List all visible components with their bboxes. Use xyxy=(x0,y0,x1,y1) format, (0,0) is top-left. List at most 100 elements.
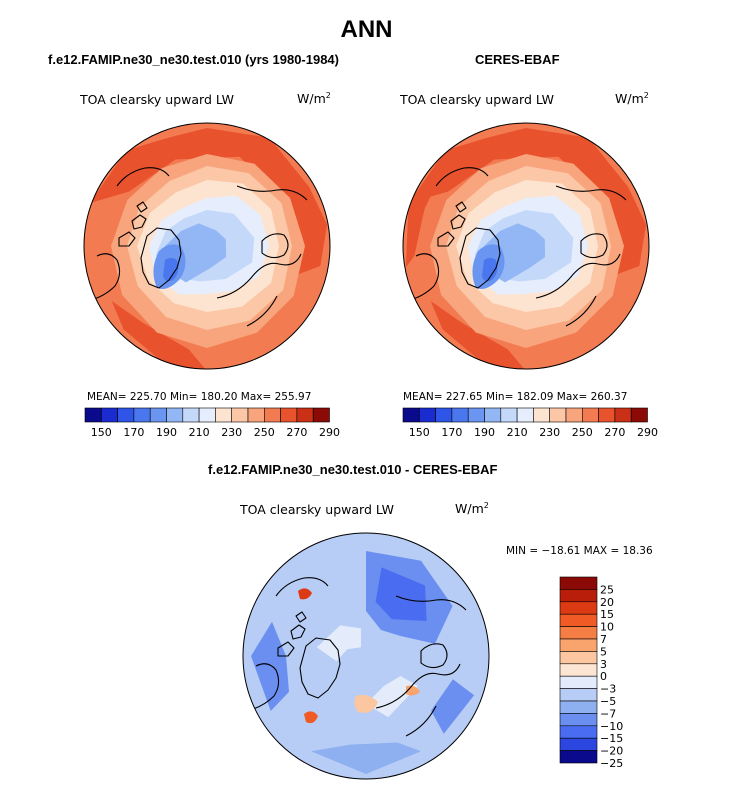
colorbar-box xyxy=(549,407,567,423)
colorbar-box xyxy=(500,407,518,423)
colorbar-box xyxy=(467,407,485,423)
colorbar-tick-label: 290 xyxy=(637,426,658,439)
field-contour xyxy=(405,155,451,268)
colorbar-tick-label: 210 xyxy=(189,426,210,439)
panel-2-case-title: CERES-EBAF xyxy=(475,52,560,67)
colorbar-box xyxy=(559,638,598,652)
coastline-scandinavia xyxy=(405,705,437,737)
colorbar-tick-label: −10 xyxy=(600,720,623,733)
coastline-scandinavia xyxy=(565,295,597,327)
coastline-greenland xyxy=(459,227,501,289)
colorbar-box xyxy=(198,407,216,423)
colorbar-box xyxy=(516,407,534,423)
colorbar-tick-label: 150 xyxy=(409,426,430,439)
panel-1-units: W/m2 xyxy=(297,91,331,107)
colorbar-box xyxy=(559,651,598,665)
field-layer xyxy=(84,123,330,369)
colorbar-box xyxy=(559,626,598,640)
panel-1-case-title: f.e12.FAMIP.ne30_ne30.test.010 (yrs 1980… xyxy=(48,52,339,67)
coastline-north-america xyxy=(409,253,440,301)
colorbar-box xyxy=(559,675,598,689)
panel-2-colorbar: 150 170 190 210 230 250 270 290 xyxy=(402,407,658,439)
panel-1-stats: MEAN= 225.70 Min= 180.20 Max= 255.97 xyxy=(87,391,312,403)
colorbar-box xyxy=(559,725,598,739)
colorbar-box xyxy=(231,407,249,423)
colorbar-box xyxy=(559,589,598,603)
field-contour xyxy=(375,567,427,621)
colorbar-box xyxy=(559,750,598,764)
colorbar-box xyxy=(149,407,167,423)
map-border xyxy=(402,122,650,370)
colorbar-tick-label: 210 xyxy=(507,426,528,439)
colorbar-tick-label: −20 xyxy=(600,745,623,758)
field-layer xyxy=(243,533,489,779)
field-contour xyxy=(430,301,526,369)
colorbar-tick-label: 230 xyxy=(221,426,242,439)
colorbar-box xyxy=(280,407,298,423)
colorbar-tick-label: 290 xyxy=(319,426,340,439)
colorbar-box xyxy=(215,407,232,423)
colorbar-box xyxy=(559,663,598,677)
colorbar-box xyxy=(559,613,598,627)
panel-3-polar-map xyxy=(242,532,490,780)
panel-3-case-title: f.e12.FAMIP.ne30_ne30.test.010 - CERES-E… xyxy=(208,462,498,477)
field-contour xyxy=(304,711,318,724)
colorbar-tick-label: −5 xyxy=(600,695,616,708)
coastline-alaska xyxy=(275,577,329,597)
colorbar-tick-label: 5 xyxy=(600,645,607,658)
coastline-island xyxy=(450,214,466,230)
colorbar-box xyxy=(435,407,453,423)
colorbar-box xyxy=(84,407,102,423)
field-contour xyxy=(163,258,179,282)
colorbar-tick-label: 7 xyxy=(600,633,607,646)
coastline-island xyxy=(420,643,448,669)
colorbar-tick-label: 270 xyxy=(604,426,625,439)
coastline-eurasia xyxy=(216,253,302,299)
field-contour xyxy=(89,128,328,277)
map-border xyxy=(242,532,490,780)
coastline-greenland xyxy=(140,227,182,289)
coastline-island xyxy=(136,201,148,213)
field-contour xyxy=(311,742,421,774)
colorbar-box xyxy=(533,407,550,423)
panel-1-polar-map xyxy=(83,122,331,370)
panel-2-variable-label: TOA clearsky upward LW xyxy=(400,92,555,107)
colorbar-tick-label: 150 xyxy=(91,426,112,439)
colorbar-tick-label: 190 xyxy=(474,426,495,439)
coastline-eurasia xyxy=(535,253,621,299)
colorbar-tick-label: −25 xyxy=(600,757,623,770)
colorbar-tick-label: 170 xyxy=(441,426,462,439)
coastline-eurasia xyxy=(375,663,461,709)
field-contour xyxy=(482,258,498,282)
colorbar-tick-label: 190 xyxy=(156,426,177,439)
coastline-island xyxy=(295,611,307,623)
colorbar-box xyxy=(133,407,151,423)
panel-3-units: W/m2 xyxy=(455,501,489,517)
colorbar-box xyxy=(264,407,281,423)
main-title: ANN xyxy=(340,16,393,43)
colorbar-box xyxy=(100,407,118,423)
coastline-island xyxy=(131,214,147,230)
field-contour xyxy=(408,128,647,277)
panel-2-units: W/m2 xyxy=(615,91,649,107)
field-layer xyxy=(403,123,649,369)
coastline-north-america xyxy=(249,663,280,711)
colorbar-box xyxy=(614,407,632,423)
coastline-island xyxy=(290,624,306,640)
colorbar-box xyxy=(598,407,616,423)
colorbar-tick-label: −7 xyxy=(600,707,616,720)
coastline-island xyxy=(277,641,295,657)
colorbar-box xyxy=(559,688,598,702)
colorbar-box xyxy=(630,407,648,423)
colorbar-box xyxy=(559,737,598,751)
colorbar-tick-label: −3 xyxy=(600,683,616,696)
panel-3-stats: MIN = −18.61 MAX = 18.36 xyxy=(506,545,653,557)
colorbar-tick-label: 20 xyxy=(600,596,614,609)
coastline-greenland xyxy=(299,637,341,699)
colorbar-box xyxy=(559,713,598,727)
colorbar-tick-label: 15 xyxy=(600,608,614,621)
coastline-island xyxy=(455,201,467,213)
coastline-island xyxy=(261,233,289,259)
coastline-island xyxy=(437,231,455,247)
